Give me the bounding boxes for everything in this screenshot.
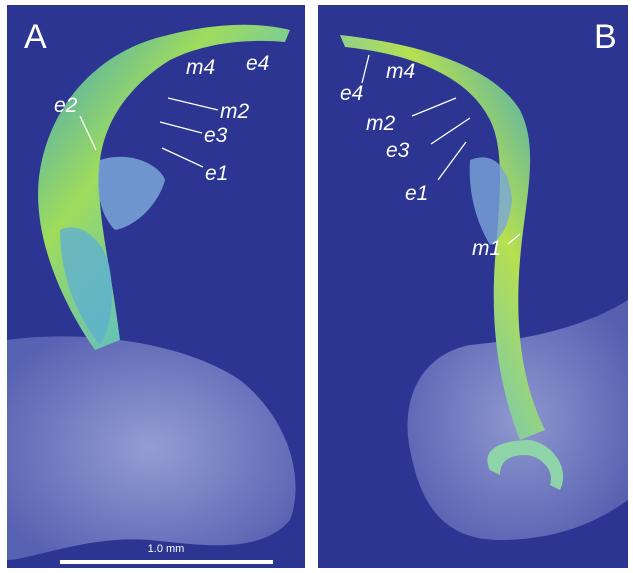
structure-label: m4 <box>186 56 215 79</box>
structure-label: e2 <box>54 94 78 117</box>
structure-label: m2 <box>220 100 249 123</box>
panel-a <box>7 5 305 568</box>
panel-letter: A <box>24 18 47 56</box>
structure-label: e3 <box>386 139 410 162</box>
structure-label: m1 <box>472 237 501 260</box>
figure: A e2 m4 e4 m2 e3 e1 1.0 mm B e4 m4 m2 e3… <box>0 0 633 573</box>
structure-label: e4 <box>246 52 269 75</box>
structure-label: e3 <box>204 124 228 147</box>
structure-label: e1 <box>205 162 228 185</box>
panel-letter: B <box>594 18 617 56</box>
structure-label: e1 <box>405 182 428 205</box>
structure-label: m2 <box>366 112 395 135</box>
structure-label: e4 <box>340 82 363 105</box>
panel-b <box>318 5 628 568</box>
scale-bar-label: 1.0 mm <box>148 543 185 555</box>
structure-label: m4 <box>386 60 415 83</box>
